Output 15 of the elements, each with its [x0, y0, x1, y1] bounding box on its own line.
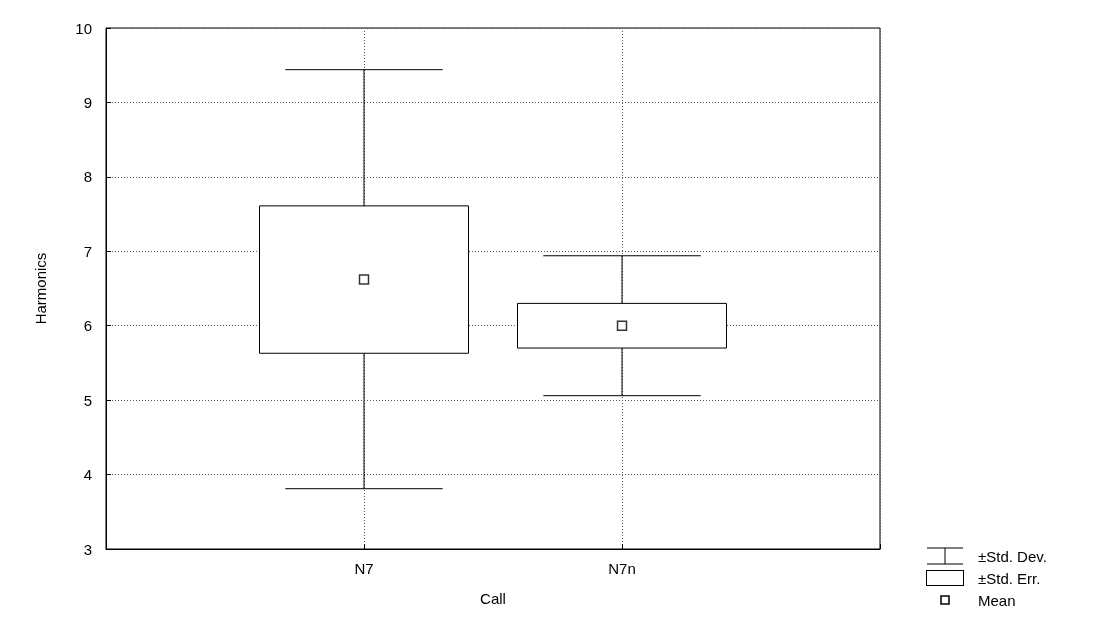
- y-axis-title: Harmonics: [32, 252, 49, 325]
- y-tick-label: 8: [83, 168, 92, 186]
- y-tick-label: 7: [83, 242, 92, 260]
- y-tick-label: 4: [83, 466, 92, 484]
- text: Mean: [978, 591, 1016, 609]
- x-tick-label: N7n: [608, 560, 636, 577]
- text: ±Std. Dev.: [978, 547, 1047, 565]
- y-tick-label: 6: [83, 317, 92, 335]
- text: ±Std. Err.: [978, 569, 1041, 587]
- x-tick-label: N7: [354, 560, 374, 577]
- y-tick-label: 9: [83, 93, 92, 111]
- x-axis-title: Call: [480, 590, 506, 607]
- y-tick-label: 10: [75, 19, 92, 37]
- y-tick-label: 3: [83, 540, 92, 558]
- y-tick-label: 5: [83, 391, 92, 409]
